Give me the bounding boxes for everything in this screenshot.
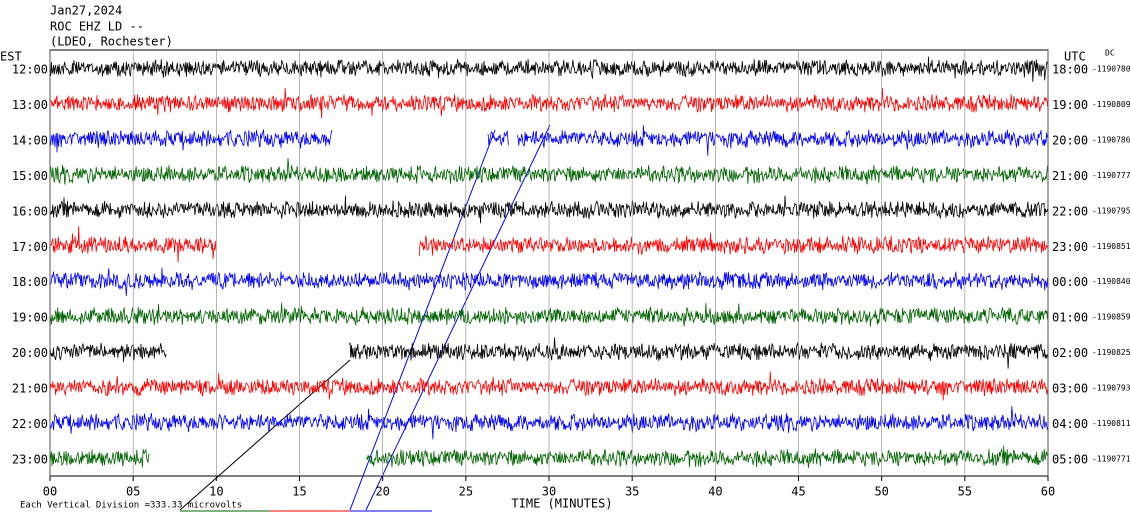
station: ROC EHZ LD -- [50,20,144,34]
utc-label: 19:00 [1052,98,1088,112]
x-tick-label: 20 [375,485,389,499]
est-label: 12:00 [12,63,48,77]
x-tick-label: 45 [791,485,805,499]
est-label: 14:00 [12,133,48,147]
x-tick-label: 15 [292,485,306,499]
utc-label: 21:00 [1052,169,1088,183]
est-label: 15:00 [12,169,48,183]
scale-value: 333.33 microvolts [150,501,242,511]
est-label: 13:00 [12,98,48,112]
est-label: 17:00 [12,240,48,254]
x-tick-label: 55 [958,485,972,499]
dc-label: -1190795 [1092,206,1130,215]
scale-note: Each Vertical Division = [20,501,151,511]
dc-title: DC [1105,49,1115,58]
x-tick-label: 60 [1041,485,1055,499]
x-axis-title: TIME (MINUTES) [511,497,612,511]
dc-label: -1190840 [1092,277,1130,286]
x-tick-label: 35 [625,485,639,499]
dc-label: -1190777 [1092,171,1130,180]
x-tick-label: 50 [874,485,888,499]
trace-segment [517,125,1049,156]
x-tick-label: 30 [542,485,556,499]
network: (LDEO, Rochester) [50,35,173,49]
dc-label: -1190859 [1092,313,1130,322]
est-label: 18:00 [12,275,48,289]
trace-segment [349,337,1048,369]
dc-label: -1190780 [1092,65,1130,74]
utc-label: 02:00 [1052,346,1088,360]
utc-label: 05:00 [1052,452,1088,466]
trace-segment [365,445,1049,468]
dc-label: -1190771 [1092,454,1130,463]
trace-segment [487,130,509,147]
trace-segment [49,448,150,468]
dc-label: -1190809 [1092,100,1130,109]
utc-label: 00:00 [1052,275,1088,289]
utc-label: 20:00 [1052,133,1088,147]
utc-label: 23:00 [1052,240,1088,254]
x-tick-label: 05 [126,485,140,499]
dc-label: -1190786 [1092,135,1130,144]
utc-label: 04:00 [1052,417,1088,431]
x-tick-label: 10 [209,485,223,499]
utc-title: UTC [1064,50,1086,64]
est-label: 20:00 [12,346,48,360]
est-label: 21:00 [12,382,48,396]
dc-label: -1190811 [1092,419,1130,428]
trace-segment [49,129,333,153]
est-label: 19:00 [12,311,48,325]
utc-label: 18:00 [1052,63,1088,77]
utc-label: 01:00 [1052,311,1088,325]
utc-label: 22:00 [1052,204,1088,218]
dc-label: -1190851 [1092,242,1130,251]
trace-segment [418,232,1049,257]
utc-label: 03:00 [1052,382,1088,396]
trace-segment [49,342,167,362]
x-tick-label: 40 [708,485,722,499]
dc-label: -1190793 [1092,384,1130,393]
x-tick-label: 25 [459,485,473,499]
est-label: 22:00 [12,417,48,431]
est-label: 23:00 [12,452,48,466]
est-label: 16:00 [12,204,48,218]
x-tick-label: 00 [43,485,57,499]
est-title: EST [0,50,22,64]
date: Jan27,2024 [50,4,122,18]
dc-label: -1190825 [1092,348,1130,357]
